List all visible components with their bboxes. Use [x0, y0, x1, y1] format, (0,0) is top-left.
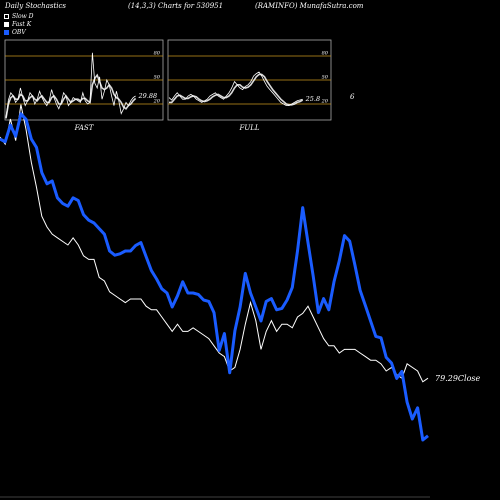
fast-last-value: 29.88 — [138, 92, 158, 100]
legend-fast-k-swatch — [4, 22, 9, 27]
legend-fast-k: Fast K — [4, 21, 31, 28]
fast-title: FAST — [74, 124, 95, 132]
fast-tick-label: 20 — [153, 99, 161, 105]
full-tick-label: 50 — [322, 75, 329, 81]
obv-line — [0, 112, 429, 442]
legend-slow-d: Slow D — [4, 13, 34, 20]
fast-tick-label: 80 — [154, 51, 161, 57]
legend-slow-d-swatch — [4, 14, 9, 19]
full-last-value: 25.8 — [305, 95, 320, 103]
header-source: (RAMINFO) MunafaSutra.com — [255, 2, 364, 10]
full-series-1 — [169, 73, 304, 106]
legend-obv-swatch — [4, 30, 9, 35]
close-line — [0, 104, 429, 383]
header-title: Daily Stochastics — [5, 2, 67, 10]
main-price-panel: 79.29Close — [0, 104, 481, 498]
full-tick-label: 80 — [322, 51, 329, 57]
full-tick-label: 20 — [321, 99, 329, 105]
legend-obv-label: OBV — [12, 29, 26, 36]
full-title: FULL — [238, 124, 259, 132]
fast-tick-label: 50 — [154, 75, 161, 81]
side-label: 6 — [350, 93, 355, 101]
legend-fast-k-label: Fast K — [12, 21, 32, 28]
legend-obv: OBV — [4, 29, 26, 36]
fast-series-1 — [5, 73, 137, 119]
legend-slow-d-label: Slow D — [12, 13, 34, 20]
header-symbol: (14,3,3) Charts for 530951 — [128, 2, 224, 10]
last-close-label: 79.29Close — [435, 374, 481, 383]
full-series-0 — [168, 71, 303, 106]
